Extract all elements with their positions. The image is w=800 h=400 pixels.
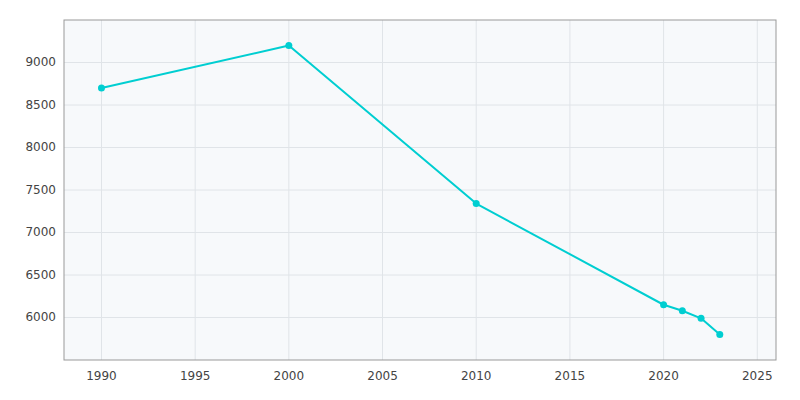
- grid-line-x: [569, 20, 570, 360]
- x-tick-label: 2020: [648, 369, 679, 383]
- grid-line-y: [64, 190, 776, 191]
- x-tick-label: 1990: [86, 369, 117, 383]
- y-tick-label: 9000: [25, 55, 56, 69]
- page: {"chart_data": {"type": "line", "x": [19…: [0, 0, 800, 400]
- y-tick-label: 7500: [25, 183, 56, 197]
- grid-line-x: [663, 20, 664, 360]
- x-tick-label: 2005: [367, 369, 398, 383]
- series-line: [101, 46, 719, 335]
- x-tick-label: 2000: [274, 369, 305, 383]
- y-tick-label: 8000: [25, 140, 56, 154]
- tick-labels: 6000 6500 7000 7500 8000 8500 9000 1990 1995 2000…: [25, 55, 772, 383]
- data-point: [285, 42, 292, 49]
- y-tick-label: 6500: [25, 268, 56, 282]
- y-tick-label: 6000: [25, 310, 56, 324]
- data-point: [716, 331, 723, 338]
- x-tick-label: 2015: [555, 369, 586, 383]
- chart-svg: 6000 6500 7000 7500 8000 8500 9000 1990 1995 2000…: [0, 0, 800, 400]
- x-tick-label: 2025: [742, 369, 773, 383]
- grid-line-y: [64, 317, 776, 318]
- data-point: [660, 301, 667, 308]
- grid-line-x: [101, 20, 102, 360]
- grid-line-x: [757, 20, 758, 360]
- grid-line-y: [64, 147, 776, 148]
- data-point: [679, 307, 686, 314]
- grid: [64, 20, 776, 360]
- grid-line-y: [64, 275, 776, 276]
- grid-line-x: [195, 20, 196, 360]
- chart-container: 6000 6500 7000 7500 8000 8500 9000 1990 1995 2000…: [0, 0, 800, 400]
- grid-line-x: [382, 20, 383, 360]
- grid-line-x: [288, 20, 289, 360]
- data-point: [698, 315, 705, 322]
- x-tick-label: 2010: [461, 369, 492, 383]
- grid-line-y: [64, 105, 776, 106]
- grid-line-x: [476, 20, 477, 360]
- plot-background: [64, 20, 776, 360]
- plot-frame: [64, 20, 776, 360]
- data-point: [98, 85, 105, 92]
- y-tick-label: 7000: [25, 225, 56, 239]
- data-point: [473, 200, 480, 207]
- y-tick-label: 8500: [25, 98, 56, 112]
- data-marks: [98, 42, 723, 338]
- grid-line-y: [64, 62, 776, 63]
- x-tick-label: 1995: [180, 369, 211, 383]
- grid-line-y: [64, 232, 776, 233]
